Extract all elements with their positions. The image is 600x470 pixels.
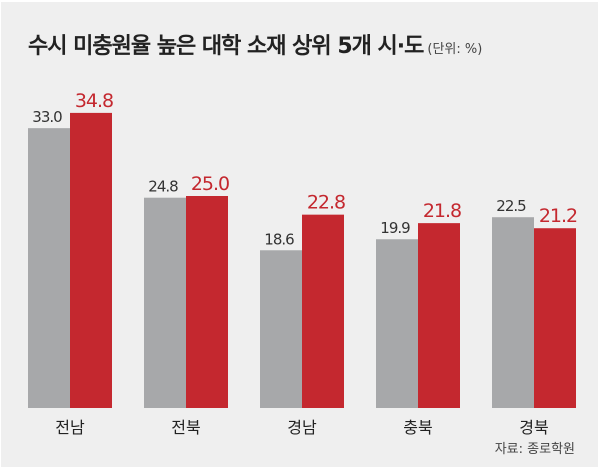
bar-series-1-0 <box>28 128 70 408</box>
data-label-series-2-2: 22.8 <box>307 192 345 214</box>
data-label-series-1-1: 24.8 <box>148 178 178 196</box>
data-label-series-1-0: 33.0 <box>32 108 62 126</box>
category-label-3: 충북 <box>403 418 432 437</box>
data-label-series-1-3: 19.9 <box>380 219 410 237</box>
bar-series-2-3 <box>418 223 460 408</box>
bar-series-1-2 <box>260 250 302 408</box>
source-note: 자료: 종로학원 <box>494 442 575 457</box>
data-label-series-2-3: 21.8 <box>423 200 461 222</box>
category-label-0: 전남 <box>55 418 85 437</box>
data-label-series-2-0: 34.8 <box>75 90 113 112</box>
bar-series-2-1 <box>186 196 228 408</box>
data-label-series-1-2: 18.6 <box>264 230 294 248</box>
chart-title: 수시 미충원율 높은 대학 소재 상위 5개 시·도 (단위: %) <box>28 28 482 60</box>
category-label-2: 경남 <box>287 418 317 437</box>
data-label-series-2-4: 21.2 <box>539 205 577 227</box>
bar-series-1-4 <box>492 217 534 408</box>
data-label-series-1-4: 22.5 <box>496 197 526 215</box>
bar-series-1-3 <box>376 239 418 408</box>
title-text: 수시 미충원율 높은 대학 소재 상위 5개 시·도 <box>28 34 424 59</box>
category-label-4: 경북 <box>519 418 548 437</box>
unit-label: (단위: %) <box>427 42 483 57</box>
bar-series-2-4 <box>534 228 576 408</box>
bar-series-2-2 <box>302 214 344 408</box>
data-label-series-2-1: 25.0 <box>191 173 229 195</box>
bar-series-1-1 <box>144 197 186 408</box>
category-label-1: 전북 <box>171 418 200 437</box>
bar-series-2-0 <box>70 112 112 409</box>
